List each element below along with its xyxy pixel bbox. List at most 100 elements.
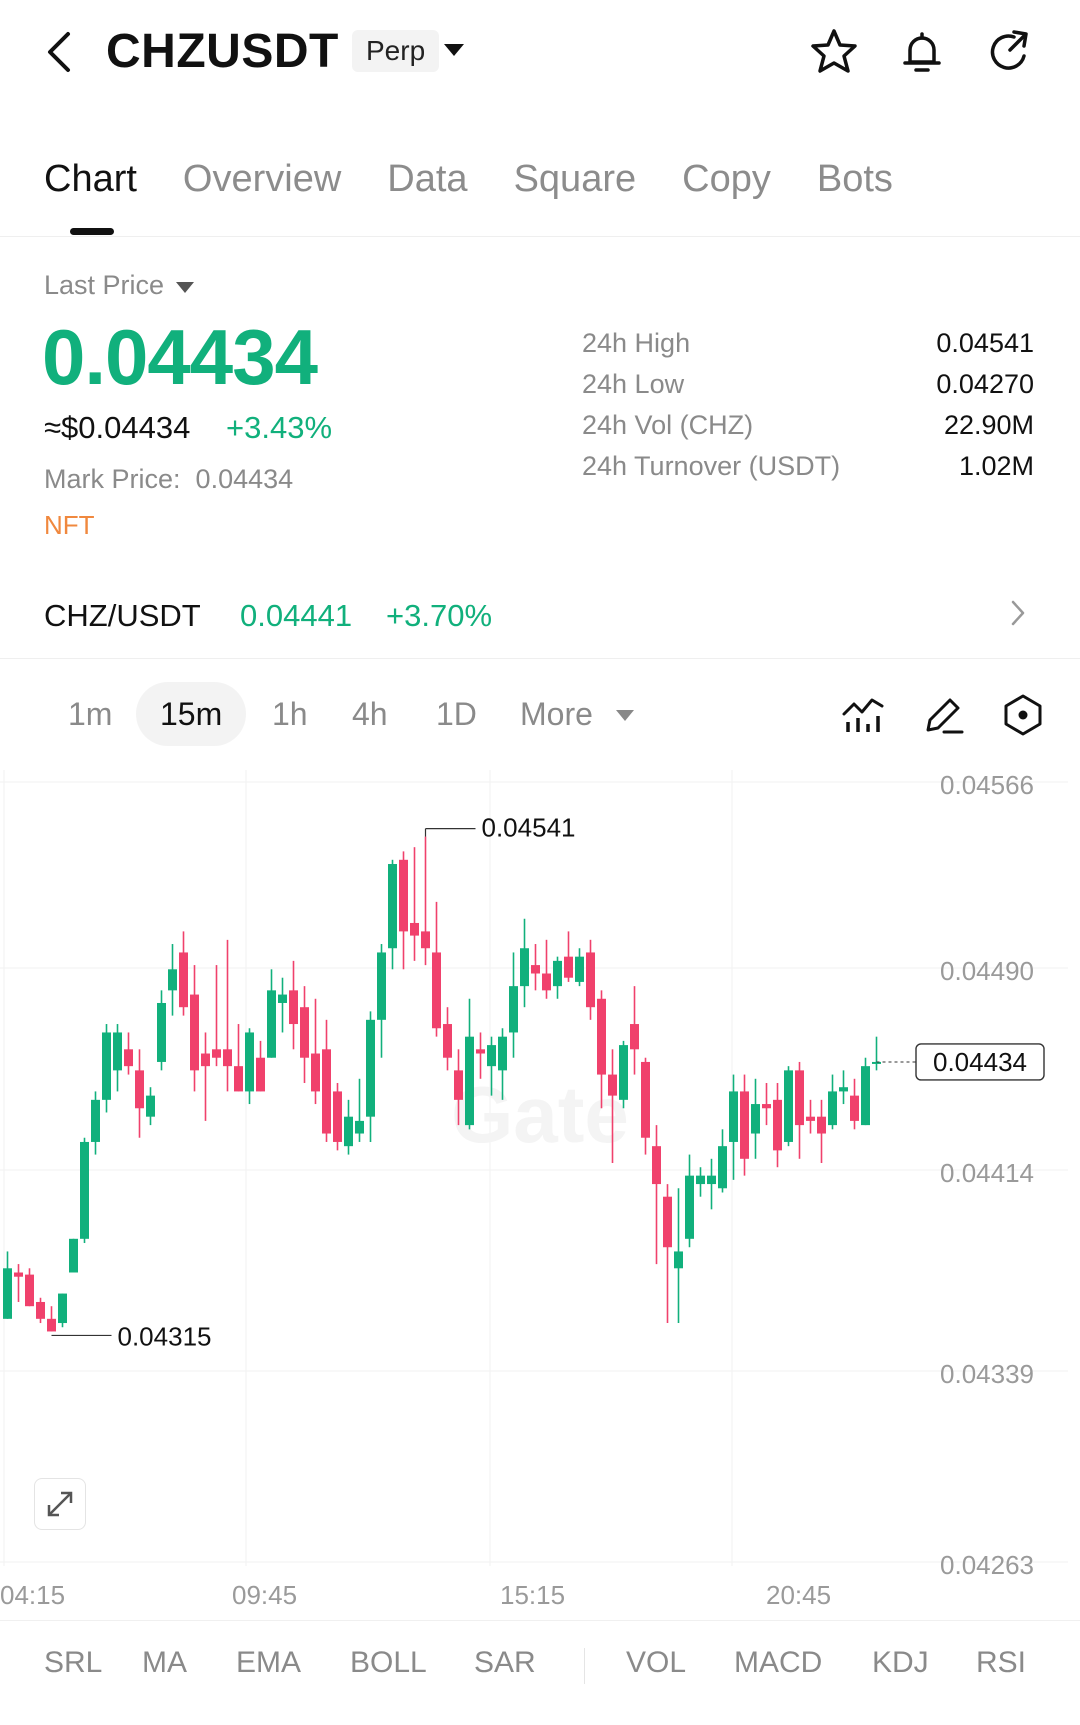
candlestick-plot[interactable]: Gate 0.04541 0.04315 0.04434 xyxy=(0,770,1080,1570)
candle-body xyxy=(300,1007,309,1058)
indicator-ema[interactable]: EMA xyxy=(236,1646,302,1679)
divider xyxy=(0,236,1080,237)
indicator-srl[interactable]: SRL xyxy=(44,1646,103,1679)
x-tick-label: 04:15 xyxy=(0,1580,66,1610)
symbol-title[interactable]: CHZUSDT xyxy=(106,25,339,78)
indicator-macd[interactable]: MACD xyxy=(734,1646,823,1679)
caret-down-icon[interactable] xyxy=(616,710,634,722)
candle-body xyxy=(366,1019,375,1117)
candle-body xyxy=(234,1066,243,1092)
tab-data[interactable]: Data xyxy=(387,158,468,200)
category-tag[interactable]: NFT xyxy=(44,510,95,540)
candle-body xyxy=(564,956,573,978)
candlestick-chart[interactable]: Gate 0.04541 0.04315 0.04434 0.04566 0.044… xyxy=(0,770,1080,1610)
separator xyxy=(584,1648,585,1684)
mark-price-label: Mark Price: xyxy=(44,464,181,494)
indicator-boll[interactable]: BOLL xyxy=(350,1646,427,1679)
interval-4h[interactable]: 4h xyxy=(352,696,388,732)
current-price-label: 0.04434 xyxy=(933,1047,1027,1077)
x-tick-label: 09:45 xyxy=(232,1580,298,1610)
candle-body xyxy=(69,1238,78,1273)
candle-body xyxy=(476,1049,485,1054)
candle-body xyxy=(498,1036,507,1071)
chevron-right-icon[interactable] xyxy=(1010,598,1026,628)
x-tick-label: 15:15 xyxy=(500,1580,566,1610)
indicator-rsi[interactable]: RSI xyxy=(976,1646,1027,1679)
candle-body xyxy=(487,1045,496,1067)
candle-body xyxy=(553,960,562,987)
interval-15m[interactable]: 15m xyxy=(160,696,223,732)
candle-body xyxy=(311,1053,320,1092)
caret-down-icon[interactable] xyxy=(176,282,194,294)
star-icon[interactable] xyxy=(808,26,860,78)
refresh-icon[interactable] xyxy=(984,26,1036,78)
interval-1h[interactable]: 1h xyxy=(272,696,308,732)
candle-body xyxy=(245,1032,254,1092)
watermark-logo: Gate xyxy=(451,1070,629,1159)
candle-body xyxy=(25,1274,34,1307)
y-tick-label: 0.04263 xyxy=(940,1550,1034,1580)
indicator-kdj[interactable]: KDJ xyxy=(872,1646,929,1679)
candle-body xyxy=(3,1268,12,1319)
candle-body xyxy=(663,1196,672,1248)
contract-type-badge[interactable]: Perp xyxy=(352,30,440,72)
candle-body xyxy=(333,1091,342,1142)
candle-body xyxy=(443,1024,452,1058)
candle-body xyxy=(201,1053,210,1067)
stat-24h-high-value: 0.04541 xyxy=(936,328,1034,358)
indicator-icon[interactable] xyxy=(840,692,886,738)
interval-more[interactable]: More xyxy=(520,696,593,732)
candle-body xyxy=(113,1032,122,1071)
candle-body xyxy=(597,998,606,1075)
x-tick-label: 20:45 xyxy=(766,1580,832,1610)
candle-body xyxy=(278,994,287,1003)
candle-body xyxy=(135,1070,144,1109)
bell-icon[interactable] xyxy=(896,26,948,78)
tab-overview[interactable]: Overview xyxy=(182,158,342,200)
candle-body xyxy=(355,1120,364,1134)
candle-body xyxy=(784,1070,793,1142)
divider xyxy=(0,658,1080,659)
indicator-ma[interactable]: MA xyxy=(142,1646,187,1679)
candle-body xyxy=(575,956,584,982)
price-change-percent: +3.43% xyxy=(226,410,333,445)
candle-body xyxy=(762,1104,771,1109)
last-price-value: 0.04434 xyxy=(42,313,318,401)
tab-chart[interactable]: Chart xyxy=(44,158,137,200)
back-arrow-icon[interactable] xyxy=(40,28,80,76)
candle-body xyxy=(102,1032,111,1100)
indicator-vol[interactable]: VOL xyxy=(626,1646,687,1679)
candle-body xyxy=(322,1049,331,1134)
candle-body xyxy=(531,965,540,974)
tab-bots[interactable]: Bots xyxy=(816,158,893,200)
spot-price: 0.04441 xyxy=(240,598,353,633)
interval-1d[interactable]: 1D xyxy=(436,696,477,732)
fullscreen-button[interactable] xyxy=(34,1478,86,1530)
stat-24h-turnover-label: 24h Turnover (USDT) xyxy=(582,451,841,481)
spot-pair: CHZ/USDT xyxy=(44,598,201,633)
candle-body xyxy=(80,1141,89,1239)
last-price-selector[interactable]: Last Price xyxy=(44,270,165,300)
low-price-label: 0.04315 xyxy=(118,1321,212,1351)
candle-body xyxy=(91,1099,100,1142)
candle-body xyxy=(839,1087,848,1092)
tab-copy[interactable]: Copy xyxy=(682,158,771,200)
chart-grid xyxy=(0,770,1068,1566)
interval-1m[interactable]: 1m xyxy=(68,696,113,732)
y-tick-label: 0.04566 xyxy=(940,770,1034,800)
candle-body xyxy=(828,1091,837,1126)
settings-hexagon-icon[interactable] xyxy=(1000,692,1046,738)
stat-24h-low-value: 0.04270 xyxy=(936,369,1034,399)
candle-body xyxy=(773,1099,782,1151)
stat-24h-vol-value: 22.90M xyxy=(943,410,1034,440)
candle-body xyxy=(872,1061,881,1064)
indicator-sar[interactable]: SAR xyxy=(474,1646,536,1679)
y-tick-label: 0.04414 xyxy=(940,1158,1034,1188)
y-tick-label: 0.04339 xyxy=(940,1359,1034,1389)
draw-pen-icon[interactable] xyxy=(920,692,966,738)
candle-body xyxy=(179,952,188,1008)
candle-body xyxy=(608,1074,617,1096)
candle-body xyxy=(454,1070,463,1100)
caret-down-icon[interactable] xyxy=(444,44,464,58)
tab-square[interactable]: Square xyxy=(513,158,637,200)
